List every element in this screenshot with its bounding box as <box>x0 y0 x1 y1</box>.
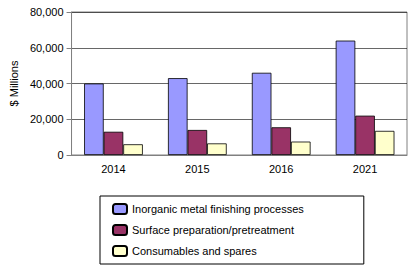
svg-text:2015: 2015 <box>185 163 209 175</box>
svg-text:Surface preparation/pretreatme: Surface preparation/pretreatment <box>132 224 294 236</box>
svg-text:40,000: 40,000 <box>30 78 64 90</box>
svg-text:Inorganic metal finishing proc: Inorganic metal finishing processes <box>132 203 304 215</box>
svg-text:$ Millions: $ Millions <box>8 60 20 106</box>
svg-text:Consumables and spares: Consumables and spares <box>132 245 257 257</box>
svg-text:20,000: 20,000 <box>30 113 64 125</box>
svg-text:2021: 2021 <box>353 163 377 175</box>
svg-text:2014: 2014 <box>101 163 125 175</box>
svg-text:60,000: 60,000 <box>30 42 64 54</box>
svg-text:0: 0 <box>57 149 63 161</box>
svg-text:80,000: 80,000 <box>30 6 64 18</box>
svg-text:2016: 2016 <box>269 163 293 175</box>
